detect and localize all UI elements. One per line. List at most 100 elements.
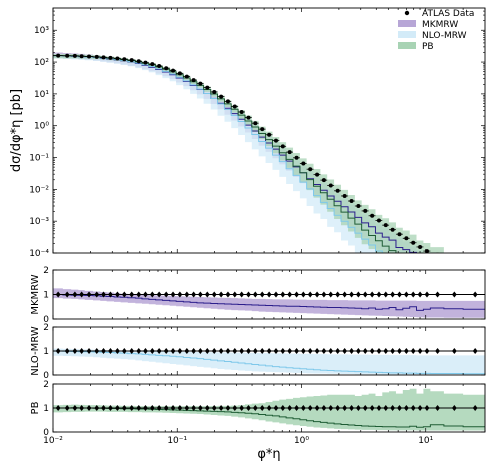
ratio-data-point: [294, 348, 299, 354]
ratio-plot-area-mkmrw: [53, 288, 485, 318]
ratio-data-point: [246, 405, 251, 411]
ratio-data-point: [472, 405, 478, 411]
ratio-data-point: [115, 291, 120, 298]
ratio-data-point: [287, 291, 293, 298]
ratio-data-point: [129, 291, 135, 298]
ratio-data-point: [307, 291, 313, 298]
main-data-point: [94, 54, 99, 59]
main-data-point: [253, 121, 258, 126]
main-line-nlo-mrw: [53, 55, 383, 253]
ratio-data-point: [266, 291, 272, 298]
main-data-point: [143, 60, 148, 65]
ratio-data-point: [197, 291, 203, 298]
ratio-data-point: [300, 348, 306, 354]
ratio-data-point: [259, 348, 265, 354]
ratio-data-point: [143, 291, 148, 298]
main-data-point: [397, 232, 402, 237]
ratio-data-point: [184, 291, 190, 298]
ratio-data-point: [314, 291, 320, 298]
ratio-data-point: [149, 291, 155, 298]
ratio-line-mkmrw: [53, 294, 485, 311]
x-tick-label: 10⁻²: [43, 436, 63, 446]
ratio-data-point: [86, 291, 92, 298]
main-data-point: [404, 236, 409, 241]
ratio-data-point: [376, 405, 382, 411]
ratio-data-point: [108, 291, 113, 298]
ratio-data-point: [191, 405, 197, 411]
ratio-data-point: [79, 405, 85, 411]
ratio-data-point: [86, 348, 92, 354]
ratio-data-point: [197, 348, 203, 354]
legend-swatch-mkmrw: [398, 20, 416, 27]
ratio-data-point: [424, 291, 430, 298]
ratio-data-point: [108, 405, 113, 411]
ratio-data-point: [335, 291, 341, 298]
main-data-point: [225, 99, 230, 104]
main-data-point: [79, 54, 84, 59]
ratio-data-point: [115, 405, 120, 411]
ratio-data-point: [328, 348, 334, 354]
ratio-data-point: [259, 405, 265, 411]
ratio-data-point: [101, 348, 106, 354]
main-y-tick-label: 10²: [34, 58, 49, 68]
ratio-data-point: [397, 291, 402, 298]
main-data-point: [342, 193, 347, 198]
ratio-data-point: [191, 348, 197, 354]
ratio-data-point: [79, 291, 85, 298]
ratio-data-point: [349, 405, 354, 411]
legend-label-pb: PB: [422, 42, 434, 52]
main-panel: 10⁻⁴ 10⁻³ 10⁻² 10⁻¹ 10⁰ 10¹ 10² 10³: [29, 7, 486, 259]
main-data-point: [349, 199, 354, 204]
ratio-data-point: [218, 291, 224, 298]
y-axis-title: dσ/dφ*η [pb]: [9, 89, 24, 172]
main-data-point: [150, 62, 155, 67]
ratio-data-point: [72, 291, 78, 298]
ratio-data-point: [451, 291, 457, 298]
ratio-data-point: [294, 291, 299, 298]
ratio-data-point: [355, 291, 361, 298]
ratio-data-point: [435, 348, 440, 354]
ratio-y-tick-label: 2: [43, 380, 49, 390]
ratio-data-point: [163, 291, 169, 298]
ratio-data-point: [246, 348, 251, 354]
ratio-data-point: [321, 348, 327, 354]
main-data-point: [287, 150, 292, 155]
ratio-data-point: [390, 405, 396, 411]
ratio-data-point: [410, 291, 416, 298]
ratio-data-point: [383, 291, 389, 298]
ratio-data-point: [72, 405, 78, 411]
legend-label-mkmrw: MKMRW: [422, 20, 458, 30]
ratio-data-point: [170, 291, 176, 298]
main-data-point: [418, 244, 423, 249]
main-data-point: [157, 64, 162, 69]
ratio-data-point: [55, 405, 61, 411]
ratio-data-point: [349, 291, 354, 298]
main-y-tick-label: 10⁰: [34, 122, 49, 132]
ratio-data-point: [101, 405, 106, 411]
main-band-nlo-mrw: [53, 54, 424, 253]
main-data-point: [87, 54, 92, 59]
main-data-point: [328, 183, 333, 188]
ratio-data-point: [156, 405, 162, 411]
main-data-point: [239, 109, 244, 114]
ratio-data-point: [239, 348, 245, 354]
ratio-y-tick-label: 0: [43, 315, 49, 325]
main-data-point: [184, 74, 189, 79]
ratio-data-point: [136, 291, 142, 298]
ratio-data-point: [403, 405, 409, 411]
ratio-data-point: [156, 291, 162, 298]
ratio-data-point: [149, 348, 155, 354]
ratio-data-point: [115, 348, 120, 354]
ratio-data-point: [149, 405, 155, 411]
ratio-data-point: [397, 348, 402, 354]
main-y-tick-label: 10⁻²: [29, 185, 49, 195]
ratio-data-point: [342, 291, 348, 298]
main-y-tick-label: 10⁻¹: [29, 154, 49, 164]
main-data-point: [191, 78, 196, 83]
ratio-data-point: [94, 291, 100, 298]
main-data-point: [315, 172, 320, 177]
ratio-y-tick-label: 0: [43, 428, 49, 438]
ratio-data-point: [417, 291, 423, 298]
